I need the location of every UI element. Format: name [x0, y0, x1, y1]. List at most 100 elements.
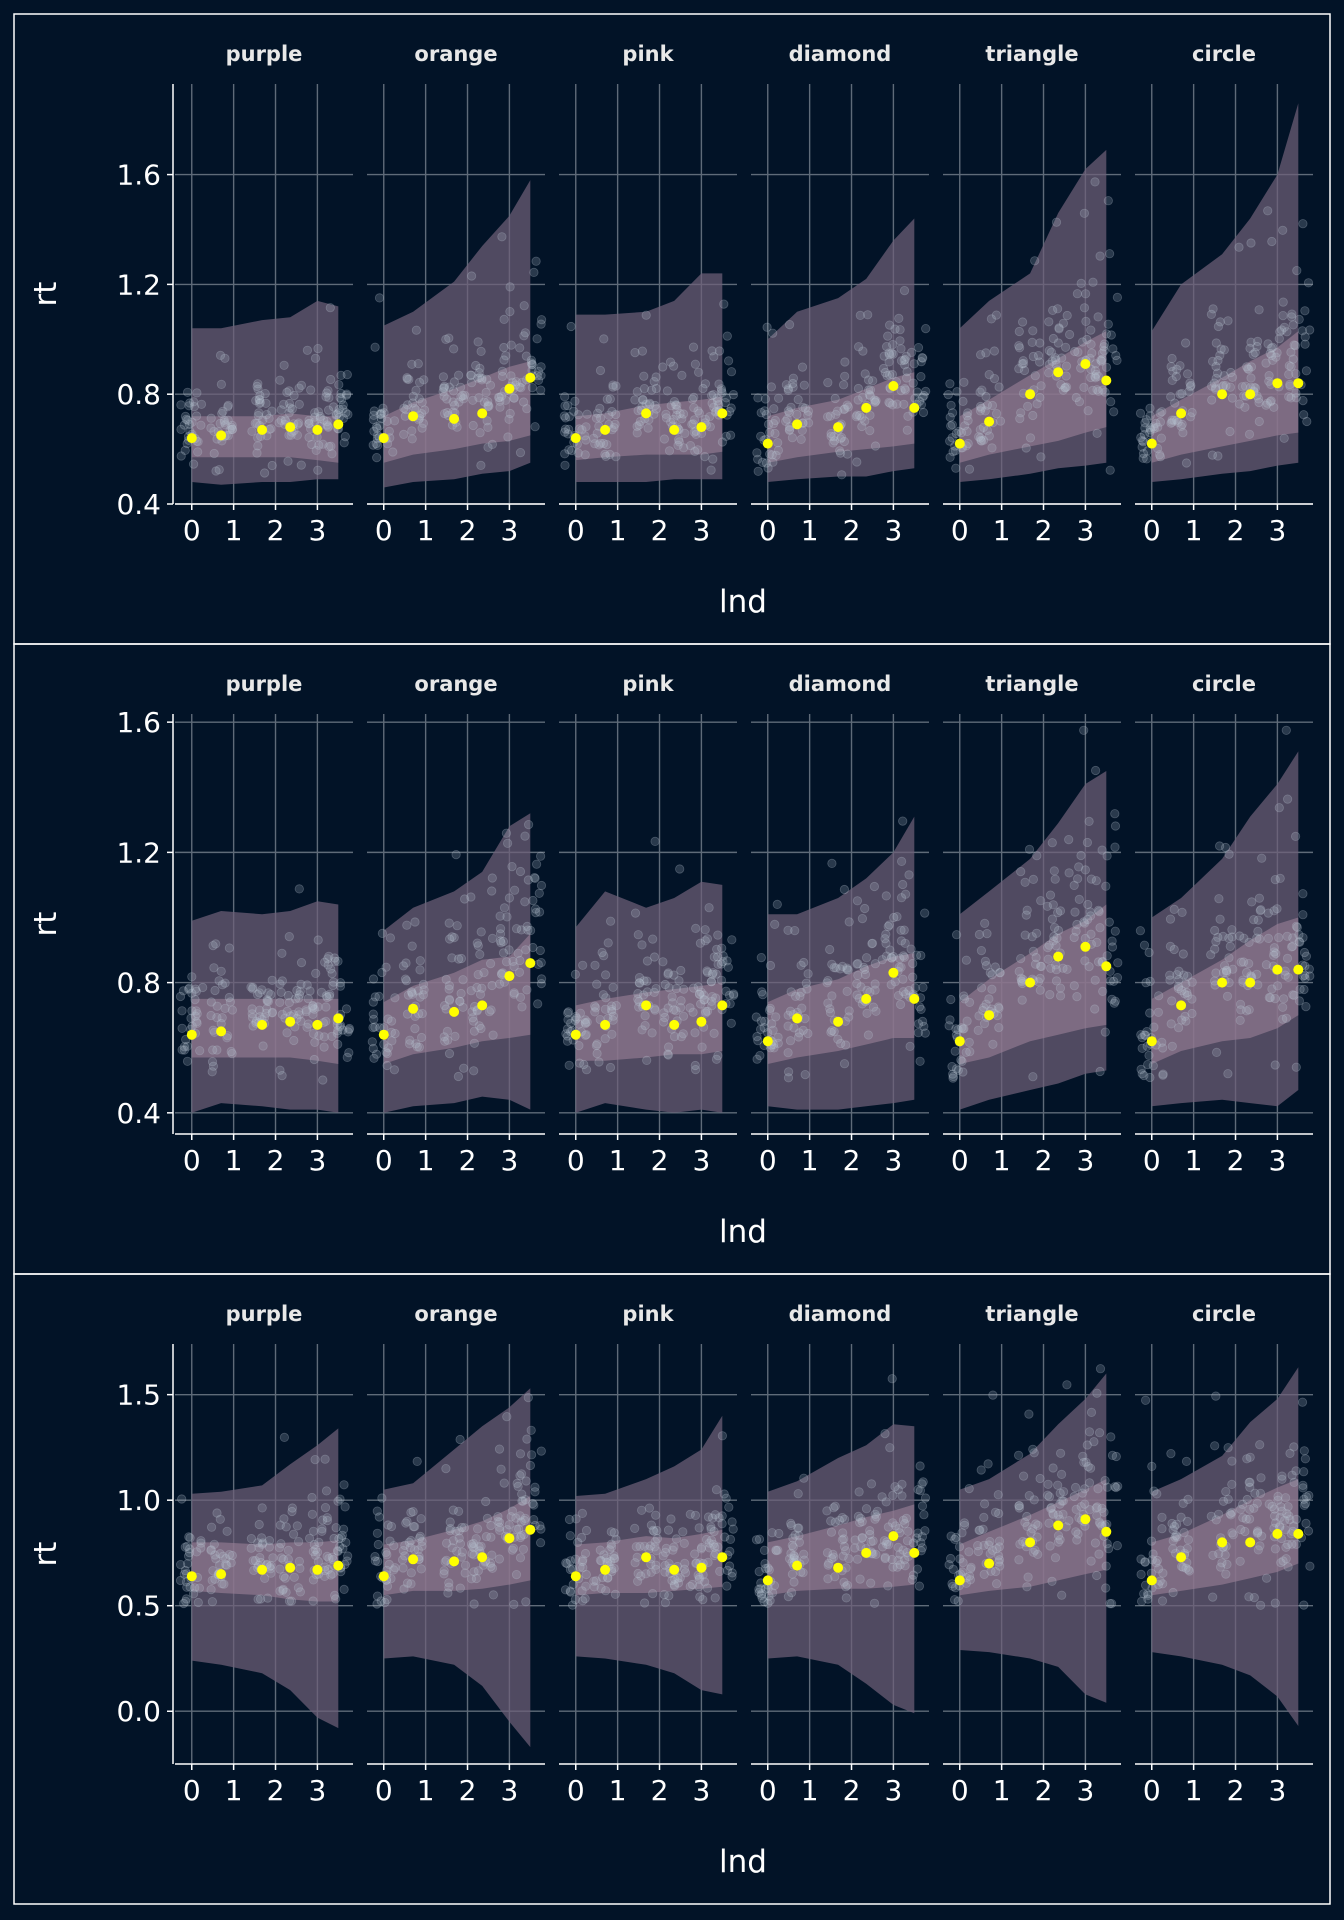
raw-data-point — [485, 958, 496, 969]
mean-point — [1053, 1520, 1064, 1531]
raw-data-point — [639, 1598, 650, 1608]
raw-data-point — [385, 933, 395, 943]
raw-data-point — [574, 1019, 584, 1029]
raw-data-point — [1301, 366, 1312, 376]
mean-point — [285, 1016, 296, 1027]
raw-data-point — [713, 959, 723, 969]
raw-data-point — [770, 415, 781, 426]
raw-data-point — [660, 979, 670, 990]
raw-data-point — [1035, 1473, 1045, 1484]
raw-data-point — [651, 372, 661, 382]
raw-data-point — [1176, 1512, 1186, 1522]
raw-data-point — [603, 1573, 613, 1583]
raw-data-point — [1181, 338, 1191, 348]
raw-data-point — [1245, 343, 1255, 353]
raw-data-point — [975, 401, 986, 412]
raw-data-point — [823, 377, 833, 388]
raw-data-point — [669, 396, 680, 407]
raw-data-point — [857, 913, 868, 924]
raw-data-point — [862, 1008, 872, 1018]
raw-data-point — [533, 959, 543, 970]
raw-data-point — [560, 413, 571, 423]
raw-data-point — [669, 1581, 680, 1591]
raw-data-point — [679, 984, 689, 994]
facet-title: triangle — [985, 1302, 1078, 1326]
raw-data-point — [469, 1599, 479, 1609]
raw-data-point — [258, 1041, 268, 1051]
raw-data-point — [371, 422, 382, 432]
raw-data-point — [370, 1022, 380, 1032]
raw-data-point — [308, 1003, 318, 1013]
raw-data-point — [474, 367, 484, 378]
raw-data-point — [984, 994, 994, 1004]
raw-data-point — [1155, 450, 1165, 460]
mean-point — [600, 1564, 611, 1575]
raw-data-point — [320, 1503, 331, 1513]
raw-data-point — [1177, 985, 1187, 996]
raw-data-point — [1086, 929, 1096, 939]
raw-data-point — [1094, 1549, 1104, 1559]
raw-data-point — [227, 424, 237, 435]
raw-data-point — [754, 1534, 765, 1544]
raw-data-point — [700, 451, 710, 462]
raw-data-point — [416, 408, 427, 419]
raw-data-point — [218, 1551, 228, 1561]
raw-data-point — [407, 434, 417, 444]
raw-data-point — [439, 1000, 450, 1011]
raw-data-point — [1265, 348, 1275, 359]
raw-data-point — [191, 986, 201, 997]
raw-data-point — [638, 990, 649, 1000]
raw-data-point — [210, 1574, 220, 1584]
raw-data-point — [706, 996, 717, 1006]
raw-data-point — [1086, 911, 1096, 921]
raw-data-point — [175, 991, 186, 1002]
raw-data-point — [663, 1525, 674, 1535]
raw-data-point — [590, 1001, 600, 1011]
raw-data-point — [1053, 925, 1064, 936]
raw-data-point — [959, 994, 970, 1004]
raw-data-point — [518, 1496, 528, 1506]
raw-data-point — [1227, 393, 1238, 403]
raw-data-point — [881, 1539, 892, 1549]
raw-data-point — [1286, 347, 1296, 357]
raw-data-point — [1284, 392, 1294, 402]
raw-data-point — [1301, 1001, 1311, 1012]
mean-point — [333, 1560, 344, 1571]
raw-data-point — [280, 415, 290, 425]
raw-data-point — [1092, 937, 1102, 948]
raw-data-point — [379, 1039, 389, 1049]
raw-data-point — [196, 1543, 206, 1553]
raw-data-point — [827, 1026, 837, 1036]
raw-data-point — [215, 1514, 225, 1524]
raw-data-point — [287, 1506, 297, 1517]
raw-data-point — [995, 416, 1006, 426]
raw-data-point — [833, 1034, 843, 1044]
raw-data-point — [1271, 948, 1281, 959]
raw-data-point — [1272, 348, 1282, 358]
raw-data-point — [483, 422, 493, 432]
raw-data-point — [856, 982, 866, 992]
raw-data-point — [179, 420, 189, 430]
raw-data-point — [696, 1542, 707, 1553]
raw-data-point — [459, 1063, 469, 1073]
raw-data-point — [841, 1040, 851, 1050]
raw-data-point — [1276, 1502, 1286, 1512]
mean-point — [186, 1029, 197, 1040]
raw-data-point — [1227, 932, 1237, 942]
raw-data-point — [275, 1520, 285, 1530]
raw-data-point — [562, 1036, 573, 1046]
raw-data-point — [402, 920, 412, 930]
raw-data-point — [605, 394, 615, 404]
raw-data-point — [803, 418, 814, 428]
raw-data-point — [964, 1547, 974, 1557]
raw-data-point — [372, 423, 382, 434]
raw-data-point — [206, 413, 216, 423]
raw-data-point — [1155, 452, 1166, 462]
raw-data-point — [439, 391, 449, 401]
raw-data-point — [322, 1513, 332, 1523]
raw-data-point — [387, 1036, 397, 1046]
raw-data-point — [793, 1489, 803, 1499]
raw-data-point — [773, 1545, 783, 1555]
raw-data-point — [707, 1001, 717, 1011]
